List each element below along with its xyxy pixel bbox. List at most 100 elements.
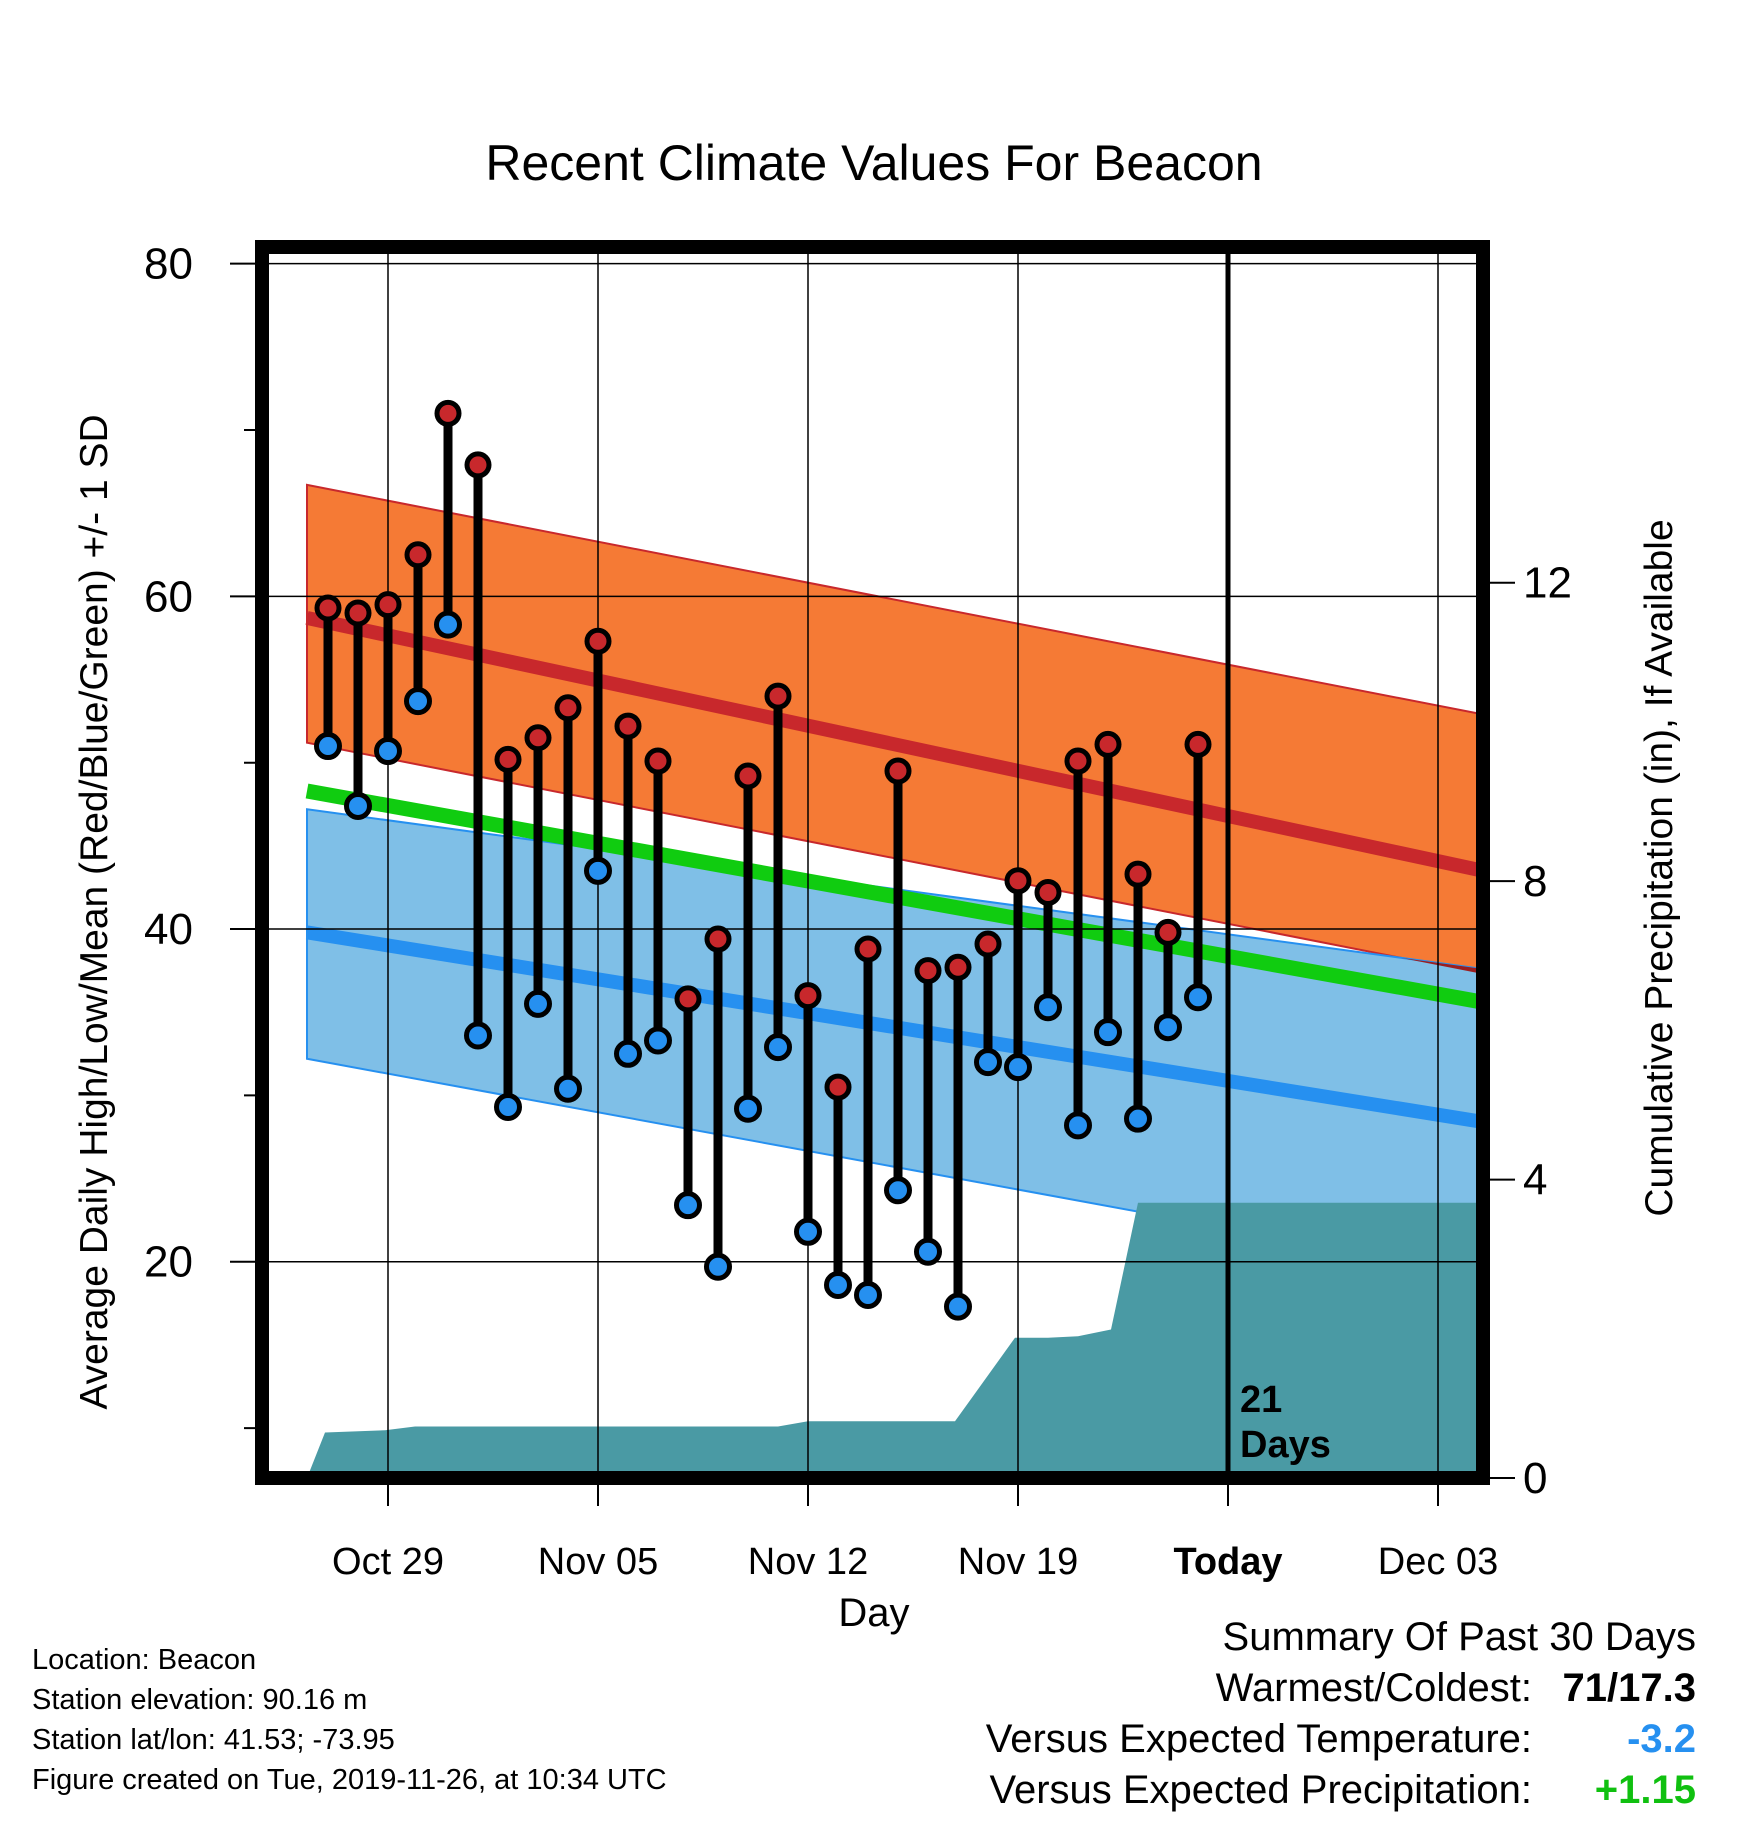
today-annotation-text: Days [1240, 1424, 1331, 1466]
daily-high-marker [674, 985, 702, 1013]
daily-low-marker [974, 1048, 1002, 1077]
daily-low-marker [824, 1271, 852, 1300]
warmest-coldest-value: 71/17.3 [1562, 1666, 1696, 1710]
chart-title: Recent Climate Values For Beacon [485, 135, 1262, 191]
daily-high-marker [944, 953, 972, 981]
daily-low-marker [614, 1039, 642, 1068]
y-tick-label-right: 12 [1523, 559, 1572, 608]
daily-high-marker [644, 747, 672, 775]
summary-warmest-coldest: Warmest/Coldest: 71/17.3 [986, 1663, 1696, 1714]
daily-high-marker [1124, 860, 1152, 888]
daily-high-marker [464, 451, 492, 479]
daily-high-marker [344, 599, 372, 627]
daily-high-marker [914, 957, 942, 985]
x-tick-label: Nov 19 [958, 1541, 1078, 1583]
daily-low-marker [344, 791, 372, 820]
y-tick-label-left: 40 [144, 905, 193, 954]
station-info: Location: Beacon Station elevation: 90.1… [32, 1640, 667, 1800]
y-tick-label-left: 80 [144, 240, 193, 289]
daily-high-marker [854, 935, 882, 963]
daily-low-marker [644, 1026, 672, 1055]
daily-low-marker [374, 737, 402, 766]
daily-high-marker [614, 712, 642, 740]
temperature-label: Versus Expected Temperature: [985, 1717, 1532, 1761]
daily-high-marker [524, 724, 552, 752]
precipitation-value: +1.15 [1594, 1768, 1696, 1812]
elevation-text: Station elevation: 90.16 m [32, 1684, 368, 1716]
daily-low-marker [674, 1191, 702, 1220]
location-text: Location: Beacon [32, 1644, 257, 1676]
summary-title: Summary Of Past 30 Days [1222, 1615, 1696, 1659]
daily-low-marker [1184, 983, 1212, 1012]
sd-overlap-region [1400, 957, 1483, 974]
daily-low-marker [1034, 993, 1062, 1022]
daily-high-marker [884, 757, 912, 785]
summary-temperature: Versus Expected Temperature: -3.2 [986, 1714, 1696, 1765]
daily-low-marker [764, 1033, 792, 1062]
daily-high-marker [1064, 747, 1092, 775]
daily-low-marker [914, 1237, 942, 1266]
daily-high-marker [404, 541, 432, 569]
daily-high-marker [1154, 918, 1182, 946]
daily-low-marker [1094, 1018, 1122, 1047]
temperature-value: -3.2 [1627, 1717, 1696, 1761]
daily-low-marker [734, 1094, 762, 1123]
summary-panel: Summary Of Past 30 Days Warmest/Coldest:… [986, 1612, 1696, 1816]
y-tick-label-right: 8 [1523, 857, 1547, 906]
normal-high-line [305, 611, 1483, 878]
daily-low-marker [1004, 1053, 1032, 1082]
daily-low-marker [854, 1281, 882, 1310]
daily-high-marker [824, 1073, 852, 1101]
y-tick-label-right: 0 [1523, 1454, 1547, 1503]
daily-low-marker [404, 687, 432, 716]
daily-low-marker [1064, 1111, 1092, 1140]
y-axis-label-left: Average Daily High/Low/Mean (Red/Blue/Gr… [73, 414, 116, 1409]
daily-high-marker [734, 762, 762, 790]
daily-low-marker [434, 610, 462, 639]
daily-high-marker [374, 591, 402, 619]
y-tick-label-left: 20 [144, 1238, 193, 1287]
daily-high-marker [1094, 730, 1122, 758]
daily-low-marker [704, 1252, 732, 1281]
x-tick-label: Today [1173, 1541, 1282, 1583]
daily-low-marker [464, 1021, 492, 1050]
daily-high-marker [554, 694, 582, 722]
x-tick-label: Nov 05 [538, 1541, 658, 1583]
plot-frame [255, 240, 1490, 1485]
daily-low-marker [944, 1292, 972, 1321]
daily-high-marker [794, 982, 822, 1010]
daily-low-marker [794, 1217, 822, 1246]
daily-high-marker [494, 745, 522, 773]
daily-low-marker [524, 989, 552, 1018]
y-tick-label-left: 60 [144, 572, 193, 621]
daily-low-marker [494, 1093, 522, 1122]
x-tick-label: Nov 12 [748, 1541, 868, 1583]
daily-high-marker [974, 930, 1002, 958]
daily-high-marker [584, 627, 612, 655]
high-sd-band [306, 483, 1483, 975]
daily-high-marker [1034, 878, 1062, 906]
daily-high-marker [704, 925, 732, 953]
created-text: Figure created on Tue, 2019-11-26, at 10… [32, 1764, 667, 1796]
daily-low-marker [1154, 1013, 1182, 1042]
daily-low-marker [1124, 1104, 1152, 1133]
warmest-coldest-label: Warmest/Coldest: [1215, 1666, 1532, 1710]
daily-high-marker [434, 399, 462, 427]
y-tick-label-right: 4 [1523, 1156, 1547, 1205]
daily-high-marker [1184, 730, 1212, 758]
today-annotation-text: 21 [1240, 1379, 1282, 1421]
x-axis-label: Day [838, 1591, 909, 1635]
x-tick-label: Oct 29 [332, 1541, 444, 1583]
daily-high-marker [1004, 867, 1032, 895]
daily-high-marker [314, 594, 342, 622]
summary-precipitation: Versus Expected Precipitation: +1.15 [986, 1765, 1696, 1816]
precipitation-area [307, 1202, 1483, 1478]
latlon-text: Station lat/lon: 41.53; -73.95 [32, 1724, 395, 1756]
x-tick-label: Dec 03 [1378, 1541, 1498, 1583]
daily-low-marker [584, 856, 612, 885]
daily-high-marker [764, 682, 792, 710]
daily-low-marker [884, 1176, 912, 1205]
y-axis-label-right: Cumulative Precipitation (in), If Availa… [1638, 519, 1681, 1216]
